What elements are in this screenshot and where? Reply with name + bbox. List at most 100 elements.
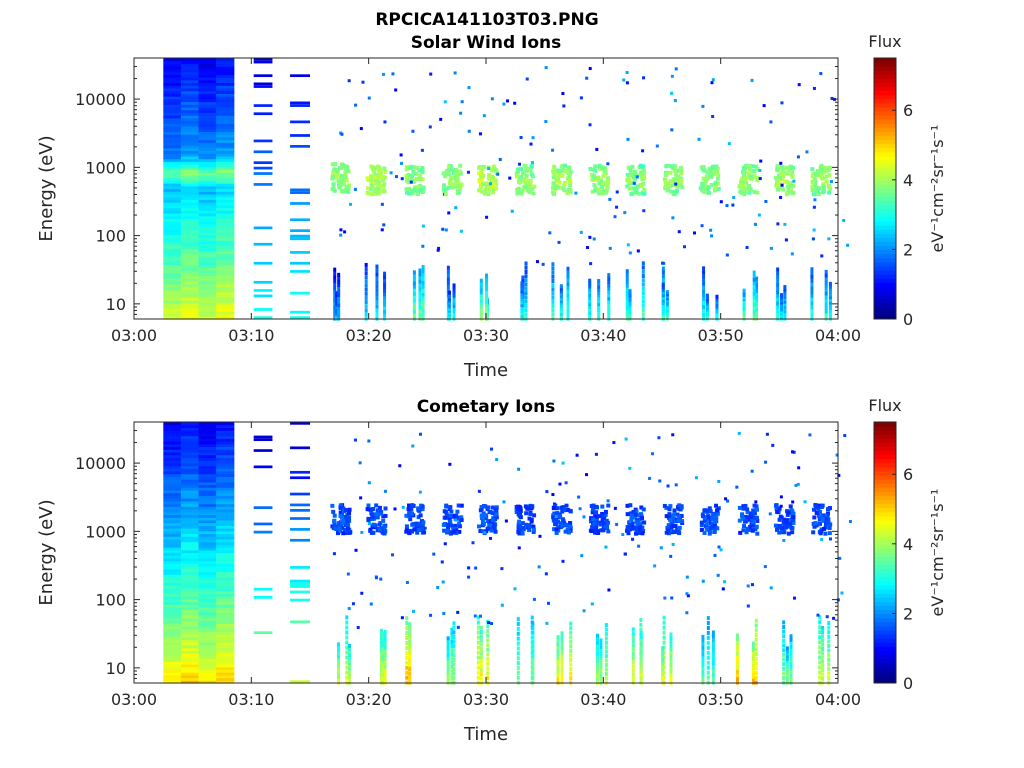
spectrogram-cell <box>180 563 200 567</box>
spectrogram-cell <box>339 228 343 232</box>
spectrogram-cell <box>701 670 705 675</box>
spectrogram-cell <box>779 495 783 499</box>
spectrogram-cell <box>661 675 665 680</box>
spectrogram-cell <box>721 587 725 591</box>
spectrogram-cell <box>829 180 833 184</box>
spectrogram-cell <box>575 453 579 457</box>
spectrogram-cell <box>198 96 217 100</box>
spectrogram-cell <box>383 513 388 518</box>
spectrogram-cell <box>376 508 381 513</box>
spectrogram-cell <box>751 509 756 514</box>
spectrogram-cell <box>454 513 459 518</box>
spectrogram-cell <box>415 165 420 170</box>
spectrogram-cell <box>371 522 376 527</box>
spectrogram-cell <box>453 523 458 528</box>
spectrogram-cell <box>163 462 182 467</box>
spectrogram-cell <box>747 167 752 172</box>
spectrogram-cell <box>216 164 235 168</box>
colorbar-cell <box>874 515 896 521</box>
spectrogram-cell <box>379 672 383 677</box>
spectrogram-cell <box>347 669 351 674</box>
spectrogram-cell <box>628 299 632 304</box>
spectrogram-cell <box>520 305 524 310</box>
spectrogram-cell <box>711 171 716 176</box>
spectrogram-cell <box>567 165 572 170</box>
spectrogram-cell <box>745 526 750 531</box>
spectrogram-cell <box>163 470 182 475</box>
spectrogram-cell <box>481 182 486 187</box>
spectrogram-cell <box>749 174 754 179</box>
spectrogram-cell <box>702 308 706 313</box>
spectrogram-cell <box>516 665 520 670</box>
spectrogram-cell <box>347 515 352 520</box>
spectrogram-cell <box>180 183 200 187</box>
spectrogram-cell <box>783 292 787 297</box>
spectrogram-cell <box>755 166 760 171</box>
spectrogram-cell <box>661 311 665 316</box>
spectrogram-cell <box>383 295 387 300</box>
spectrogram-cell <box>163 310 182 315</box>
spectrogram-cell <box>180 106 200 111</box>
spectrogram-cell <box>383 649 387 654</box>
spectrogram-cell <box>198 596 217 600</box>
spectrogram-cell <box>846 243 850 247</box>
spectrogram-cell <box>741 528 746 533</box>
spectrogram-cell <box>674 182 678 186</box>
spectrogram-cell <box>752 281 756 286</box>
spectrogram-cell <box>338 506 343 511</box>
spectrogram-cell <box>290 237 310 241</box>
spectrogram-cell <box>560 524 565 529</box>
spectrogram-cell <box>381 643 385 648</box>
spectrogram-cell <box>520 311 524 316</box>
spectrogram-cell <box>524 312 528 317</box>
spectrogram-cell <box>455 509 460 514</box>
spectrogram-cell <box>343 230 347 234</box>
spectrogram-cell <box>673 524 678 529</box>
spectrogram-cell <box>677 503 682 508</box>
colorbar-cell <box>874 106 896 112</box>
spectrogram-cell <box>677 230 681 234</box>
spectrogram-cells <box>163 422 852 685</box>
spectrogram-cell <box>216 125 235 130</box>
spectrogram-cell <box>373 173 378 178</box>
spectrogram-cell <box>789 669 793 674</box>
spectrogram-cell <box>163 120 182 124</box>
spectrogram-cell <box>216 177 235 181</box>
spectrogram-cell <box>588 281 592 286</box>
spectrogram-cell <box>379 628 383 633</box>
spectrogram-cell <box>400 161 404 165</box>
spectrogram-cell <box>383 302 387 307</box>
spectrogram-cell <box>725 253 729 257</box>
spectrogram-cell <box>745 186 750 191</box>
spectrogram-cell <box>519 167 524 172</box>
spectrogram-cell <box>216 465 235 469</box>
spectrogram-cell <box>588 296 592 301</box>
spectrogram-cell <box>198 63 217 67</box>
spectrogram-cell <box>454 206 458 210</box>
spectrogram-cell <box>602 515 607 520</box>
spectrogram-cell <box>216 242 235 247</box>
spectrogram-cell <box>180 272 200 277</box>
spectrogram-cell <box>180 538 200 543</box>
spectrogram-cell <box>821 642 825 647</box>
spectrogram-cell <box>522 163 527 168</box>
spectrogram-cell <box>457 524 462 529</box>
spectrogram-cell <box>642 76 646 80</box>
colorbar-unit-label: eV⁻¹cm⁻²sr⁻¹s⁻¹ <box>928 489 947 617</box>
spectrogram-cell <box>442 528 447 533</box>
spectrogram-cell <box>345 670 349 675</box>
spectrogram-cell <box>750 469 754 473</box>
spectrogram-cell <box>409 180 413 184</box>
spectrogram-cell <box>642 191 647 196</box>
spectrogram-cell <box>216 112 235 116</box>
spectrogram-cell <box>459 517 464 522</box>
spectrogram-cell <box>711 657 715 662</box>
spectrogram-cell <box>216 473 235 477</box>
spectrogram-cell <box>526 180 531 185</box>
spectrogram-cell <box>216 115 235 119</box>
spectrogram-cell <box>180 123 200 127</box>
spectrogram-cell <box>405 640 409 645</box>
spectrogram-cell <box>332 552 336 556</box>
spectrogram-cell <box>216 191 235 195</box>
spectrogram-cell <box>641 529 646 534</box>
